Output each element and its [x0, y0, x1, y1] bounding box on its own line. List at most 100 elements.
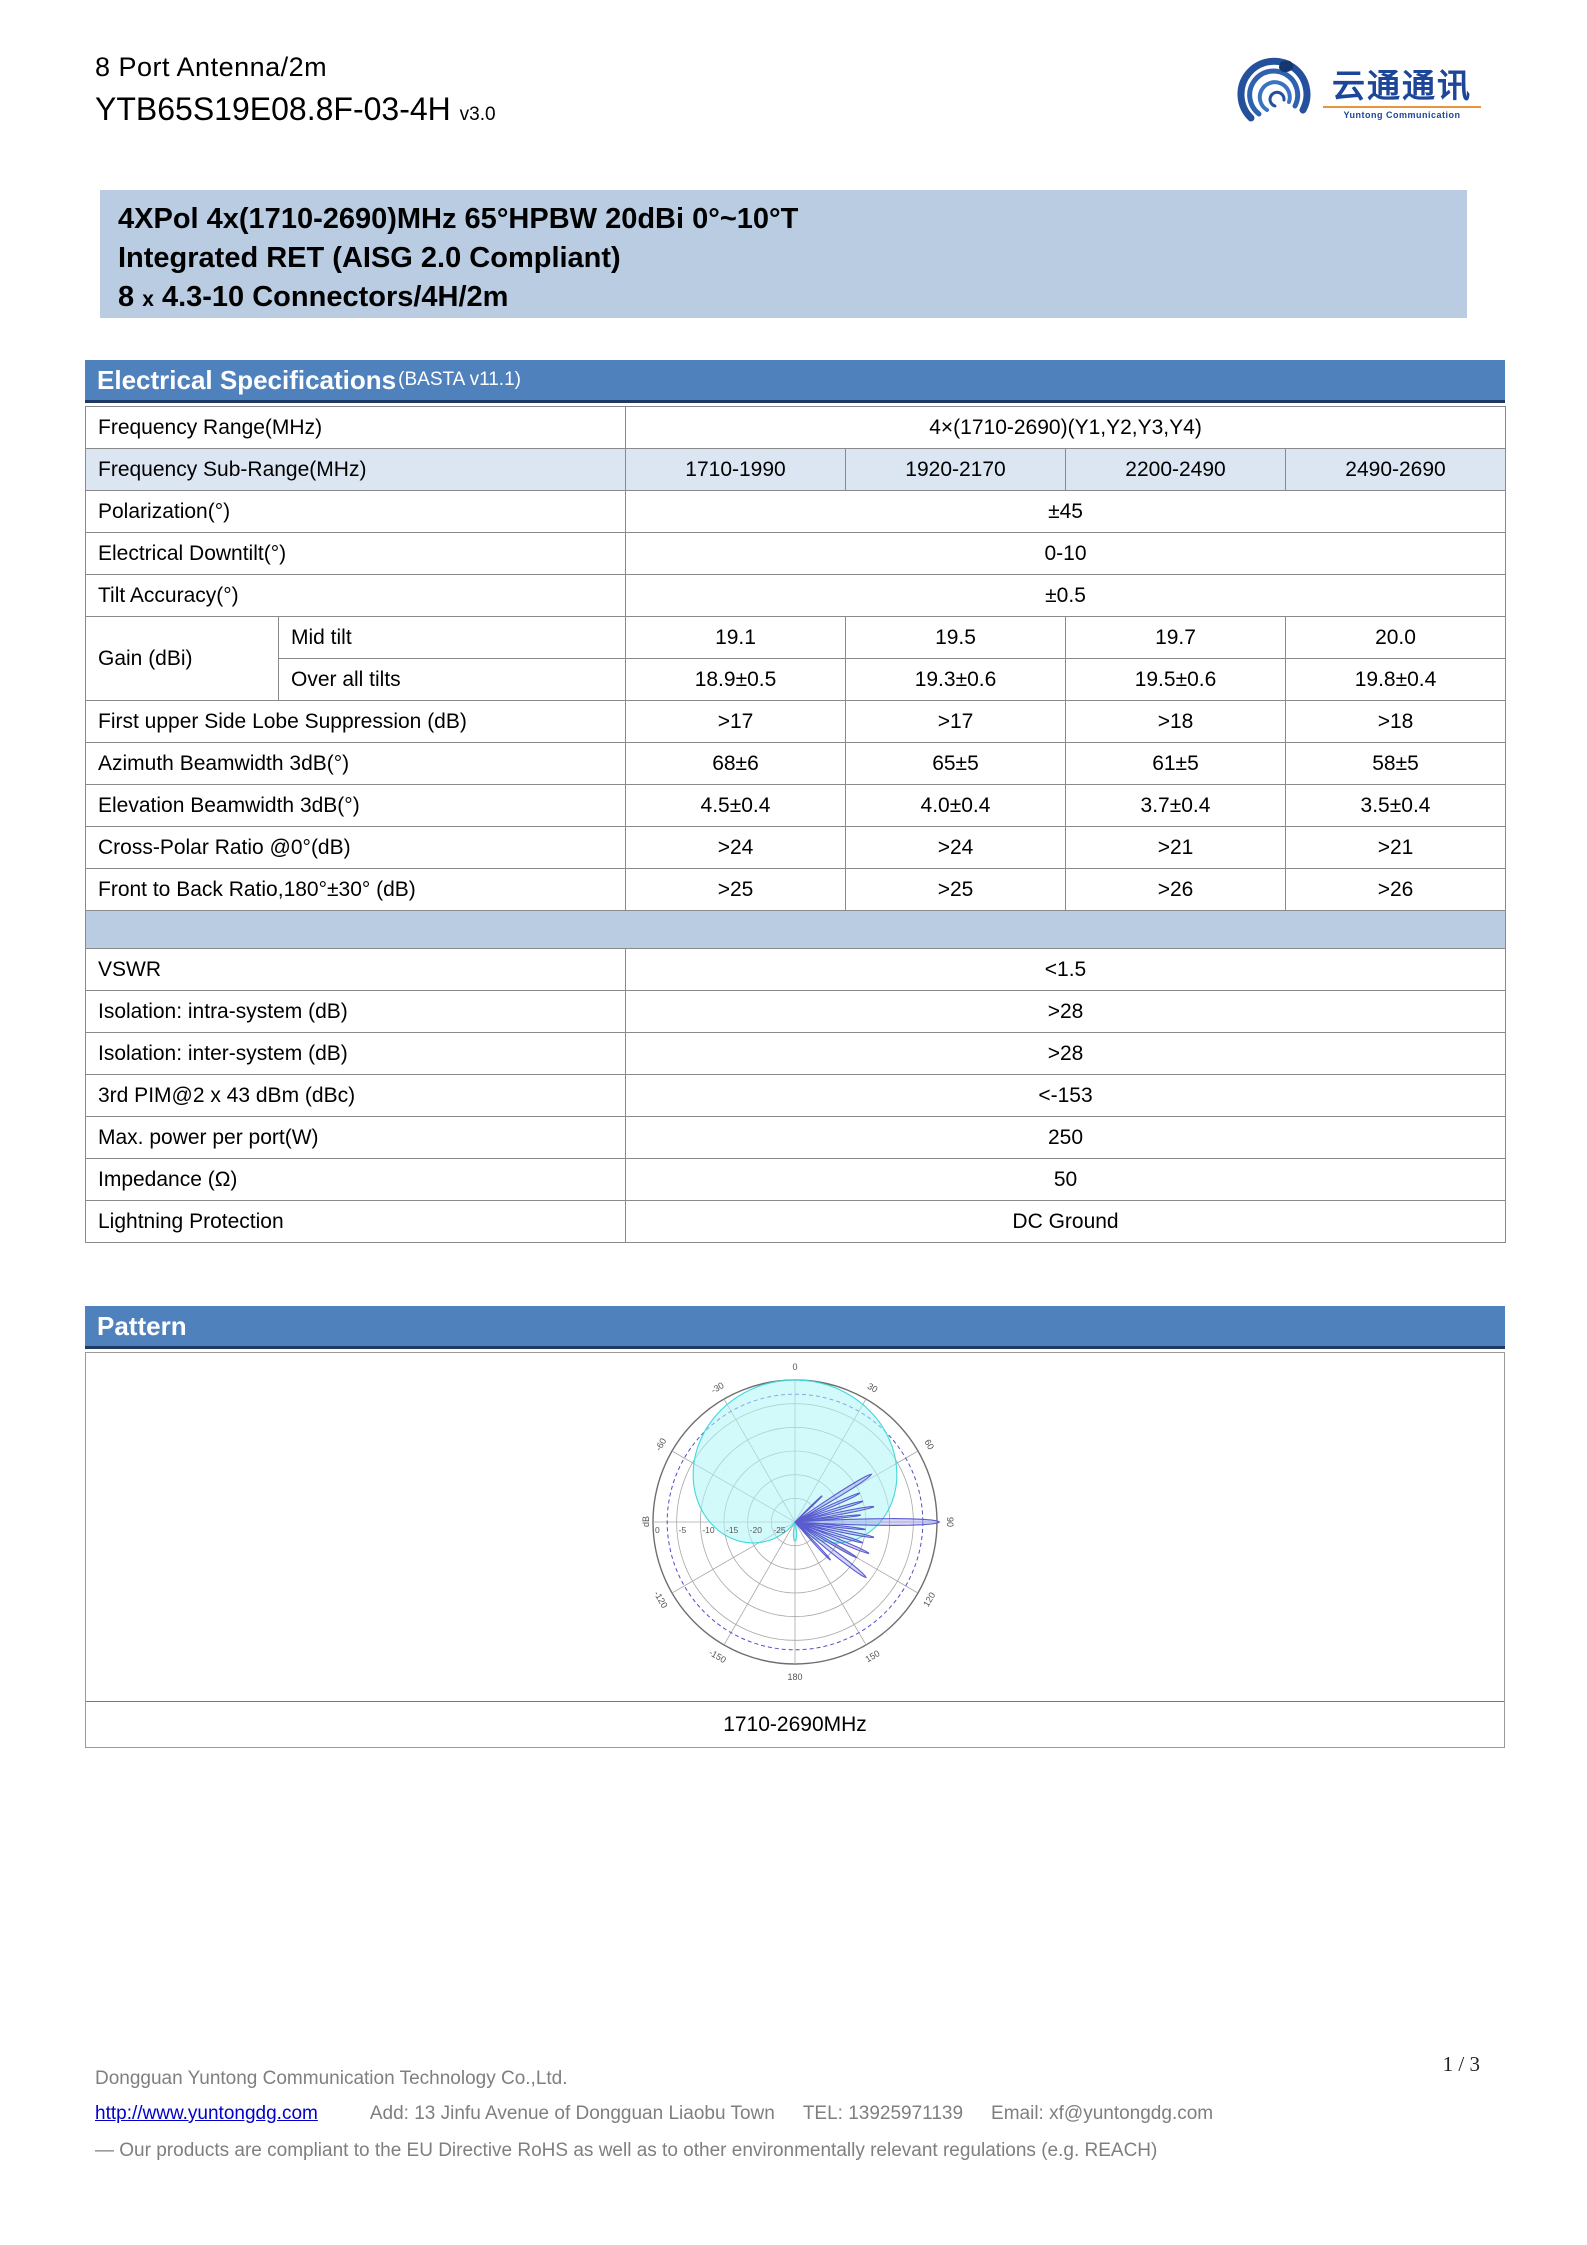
spec-value-cell: 250 — [624, 1116, 1507, 1159]
model-version: v3.0 — [459, 104, 496, 125]
spec-label-cell: Polarization(°) — [85, 490, 626, 533]
svg-text:dB: dB — [641, 1516, 651, 1527]
footer-contact-line: http://www.yuntongdg.com Add: 13 Jinfu Av… — [95, 2103, 1213, 2125]
spec-value-cell: 4.5±0.4 — [625, 784, 846, 827]
spec-table: Frequency Range(MHz) 4×(1710-2690)(Y1,Y2,… — [84, 406, 1507, 1243]
pattern-header: Pattern — [85, 1306, 1505, 1349]
logo-droplet — [1279, 60, 1294, 73]
spec-row: Frequency Range(MHz) 4×(1710-2690)(Y1,Y2,… — [85, 406, 1507, 449]
summary-line-3: 8 x 4.3-10 Connectors/4H/2m — [118, 281, 509, 313]
spec-label-cell: Impedance (Ω) — [85, 1158, 626, 1201]
summary-line-1: 4XPol 4x(1710-2690)MHz 65°HPBW 20dBi 0°~… — [118, 203, 799, 235]
spec-value-cell: 1920-2170 — [845, 448, 1066, 491]
spec-value-cell: <1.5 — [624, 948, 1507, 991]
spec-label-cell: 3rd PIM@2 x 43 dBm (dBc) — [85, 1074, 626, 1117]
website-link[interactable]: http://www.yuntongdg.com — [95, 2103, 318, 2124]
spec-label-cell: Gain (dBi) — [85, 616, 279, 701]
spec-value-cell: 1710-1990 — [625, 448, 846, 491]
spec-row: VSWR <1.5 — [85, 948, 1507, 991]
pattern-section-title: Pattern — [97, 1310, 187, 1341]
spec-value-cell: 50 — [624, 1158, 1507, 1201]
spec-value-cell: >26 — [1065, 868, 1286, 911]
spec-value-cell: >21 — [1065, 826, 1286, 869]
svg-text:-10: -10 — [702, 1525, 715, 1535]
spec-value-cell: 4.0±0.4 — [845, 784, 1066, 827]
svg-text:-150: -150 — [707, 1647, 728, 1665]
spec-row: Isolation: inter-system (dB) >28 — [85, 1032, 1507, 1075]
logo-orange-rule — [1323, 105, 1481, 108]
tel-label: TEL: — [802, 2103, 843, 2124]
email-label: Email: — [991, 2103, 1044, 2124]
spec-value-cell: 3.7±0.4 — [1065, 784, 1286, 827]
company-logo: 云通通讯 Yuntong Communication — [1237, 52, 1487, 138]
spec-row: Max. power per port(W) 250 — [85, 1116, 1507, 1159]
spec-row: First upper Side Lobe Suppression (dB) >1… — [85, 700, 1507, 743]
svg-text:90: 90 — [945, 1517, 955, 1527]
pattern-chart-area: 0 30 60 90 120 150 180 -150 -120 -60 -30 0 -5 -10 -15 -… — [86, 1353, 1504, 1701]
spec-value-cell: >25 — [625, 868, 846, 911]
svg-text:-30: -30 — [709, 1380, 725, 1395]
spec-row: Isolation: intra-system (dB) >28 — [85, 990, 1507, 1033]
pattern-box: 0 30 60 90 120 150 180 -150 -120 -60 -30 0 -5 -10 -15 -… — [85, 1352, 1505, 1748]
email-value: xf@yuntongdg.com — [1049, 2103, 1214, 2124]
spec-label-cell: VSWR — [85, 948, 626, 991]
tel-value: 13925971139 — [848, 2103, 964, 2124]
spec-value-cell: ±0.5 — [624, 574, 1507, 617]
spec-value-cell: 19.1 — [625, 616, 846, 659]
spec-row: Over all tilts 18.9±0.5 19.3±0.6 19.5±0.6 19… — [86, 658, 1507, 701]
logo-chinese-name: 云通通讯 — [1332, 66, 1472, 104]
spec-table-body: Frequency Range(MHz) 4×(1710-2690)(Y1,Y2,… — [84, 406, 1507, 1243]
spec-value-cell: DC Ground — [624, 1200, 1507, 1243]
svg-text:0: 0 — [655, 1525, 660, 1535]
spec-value-cell: 20.0 — [1284, 616, 1507, 659]
spec-row: Gain (dBi) Mid tilt 19.1 19.5 19.7 20.0 — [85, 616, 1507, 701]
spec-value-cell: 58±5 — [1284, 742, 1507, 785]
spec-label-cell: Azimuth Beamwidth 3dB(°) — [85, 742, 626, 785]
footer-compliance: — Our products are compliant to the EU D… — [95, 2140, 1158, 2161]
spec-value-cell: 2490-2690 — [1284, 448, 1507, 491]
spec-label-cell: Tilt Accuracy(°) — [85, 574, 626, 617]
spec-row: Lightning Protection DC Ground — [85, 1200, 1507, 1243]
product-summary-box: 4XPol 4x(1710-2690)MHz 65°HPBW 20dBi 0°~… — [100, 190, 1467, 318]
spec-label-cell: Lightning Protection — [85, 1200, 626, 1243]
spec-row: Front to Back Ratio,180°±30° (dB) >25 >25 >… — [85, 868, 1507, 911]
spec-label-cell: Electrical Downtilt(°) — [85, 532, 626, 575]
svg-text:120: 120 — [921, 1590, 937, 1608]
spec-label-cell: Mid tilt — [278, 616, 626, 659]
spec-value-cell: >26 — [1284, 868, 1507, 911]
spec-value-cell: >21 — [1284, 826, 1507, 869]
spec-row — [84, 910, 1507, 949]
spec-separator-cell — [84, 910, 1507, 949]
spec-value-cell: >18 — [1284, 700, 1507, 743]
spec-value-cell: ±45 — [624, 490, 1507, 533]
svg-text:-120: -120 — [652, 1589, 670, 1610]
address-value: 13 Jinfu Avenue of Dongguan Liaobu Town — [414, 2103, 775, 2124]
spec-value-cell: 2200-2490 — [1065, 448, 1286, 491]
spec-value-cell: >17 — [625, 700, 846, 743]
spec-value-cell: >24 — [625, 826, 846, 869]
spec-label-cell: Frequency Range(MHz) — [85, 406, 626, 449]
spec-label-cell: Cross-Polar Ratio @0°(dB) — [85, 826, 626, 869]
spec-value-cell: 3.5±0.4 — [1284, 784, 1507, 827]
azimuth-pattern — [692, 1379, 898, 1544]
spec-row: Electrical Downtilt(°) 0-10 — [85, 532, 1507, 575]
spec-section-subtitle: (BASTA v11.1) — [398, 369, 521, 390]
spec-value-cell: >25 — [845, 868, 1066, 911]
spec-value-cell: 18.9±0.5 — [625, 658, 846, 701]
spec-section-title: Electrical Specifications — [97, 364, 397, 395]
spec-row: Azimuth Beamwidth 3dB(°) 68±6 65±5 61±5 58±5 — [85, 742, 1507, 785]
spec-value-cell: >18 — [1065, 700, 1286, 743]
spec-value-cell: 68±6 — [625, 742, 846, 785]
spec-value-cell: 19.8±0.4 — [1284, 658, 1507, 701]
spec-value-cell: 19.3±0.6 — [845, 658, 1066, 701]
spec-value-cell: 0-10 — [624, 532, 1507, 575]
spec-value-cell: 65±5 — [845, 742, 1066, 785]
svg-text:-5: -5 — [679, 1525, 687, 1535]
spec-value-cell: >28 — [624, 990, 1507, 1033]
electrical-specifications-header: Electrical Specifications (BASTA v11.1) — [85, 360, 1505, 403]
spec-row: Elevation Beamwidth 3dB(°) 4.5±0.4 4.0±0.4… — [85, 784, 1507, 827]
spec-value-cell: 61±5 — [1065, 742, 1286, 785]
spec-value-cell: 19.5 — [845, 616, 1066, 659]
spec-label-cell: Isolation: intra-system (dB) — [85, 990, 626, 1033]
